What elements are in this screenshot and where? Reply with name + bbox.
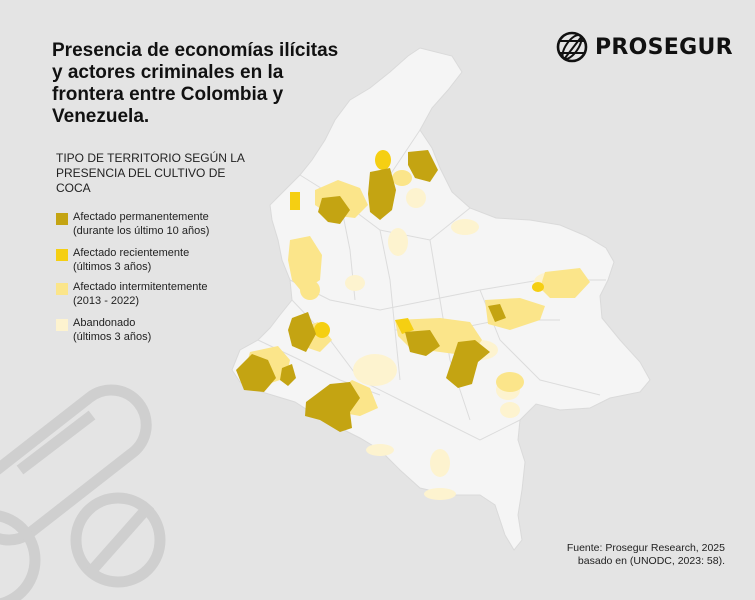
legend-label: Afectado permanentemente [73,211,209,223]
legend-swatch-permanent [56,213,68,225]
legend-heading: TIPO DE TERRITORIO SEGÚN LA PRESENCIA DE… [56,151,245,195]
legend-item-intermittent: Afectado intermitentemente (2013 - 2022) [56,281,276,308]
brand-name: PROSEGUR [595,34,733,60]
page-title: Presencia de economías ilícitas y actore… [52,40,339,127]
globe-icon [556,31,588,63]
legend-swatch-abandoned [56,319,68,331]
brand-logo: PROSEGUR [555,30,733,64]
legend-swatch-intermittent [56,283,68,295]
source-line: Fuente: Prosegur Research, 2025 [566,542,725,554]
legend-sublabel: (últimos 3 años) [73,260,152,273]
legend-sublabel: (últimos 3 años) [73,330,152,343]
legend-label: Abandonado [73,317,136,329]
pill-watermark-icon [0,384,166,600]
legend-label: Afectado recientemente [73,247,190,259]
source-note: Fuente: Prosegur Research, 2025 basado e… [505,542,725,568]
coca-recent-areas [290,150,544,338]
legend-item-recent: Afectado recientemente (últimos 3 años) [56,247,276,274]
legend-sublabel: (2013 - 2022) [73,294,140,307]
legend-sublabel: (durante los último 10 años) [73,224,210,237]
coca-abandoned-areas [345,188,570,500]
legend-item-abandoned: Abandonado (últimos 3 años) [56,317,276,344]
legend-swatch-recent [56,249,68,261]
coca-permanent-areas [236,150,506,432]
legend-item-permanent: Afectado permanentemente (durante los úl… [56,211,276,238]
legend-label: Afectado intermitentemente [73,281,208,293]
source-line: basado en (UNODC, 2023: 58). [577,555,725,567]
